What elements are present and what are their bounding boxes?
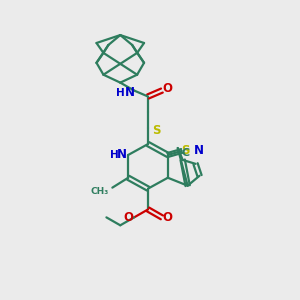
Text: N: N — [117, 148, 127, 161]
Text: N: N — [125, 86, 135, 99]
Text: N: N — [194, 143, 203, 157]
Text: O: O — [163, 211, 173, 224]
Text: S: S — [182, 143, 190, 157]
Text: H: H — [110, 150, 119, 160]
Text: C: C — [182, 148, 190, 158]
Text: H: H — [116, 88, 125, 98]
Text: O: O — [123, 211, 133, 224]
Text: CH₃: CH₃ — [90, 187, 108, 196]
Text: S: S — [152, 124, 160, 137]
Text: O: O — [163, 82, 173, 95]
